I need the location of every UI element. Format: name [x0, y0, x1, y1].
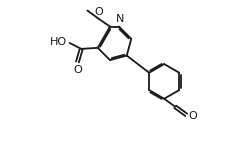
Text: O: O: [94, 7, 103, 17]
Text: HO: HO: [50, 37, 67, 47]
Text: N: N: [116, 14, 124, 24]
Text: O: O: [188, 111, 197, 121]
Text: O: O: [73, 65, 82, 75]
